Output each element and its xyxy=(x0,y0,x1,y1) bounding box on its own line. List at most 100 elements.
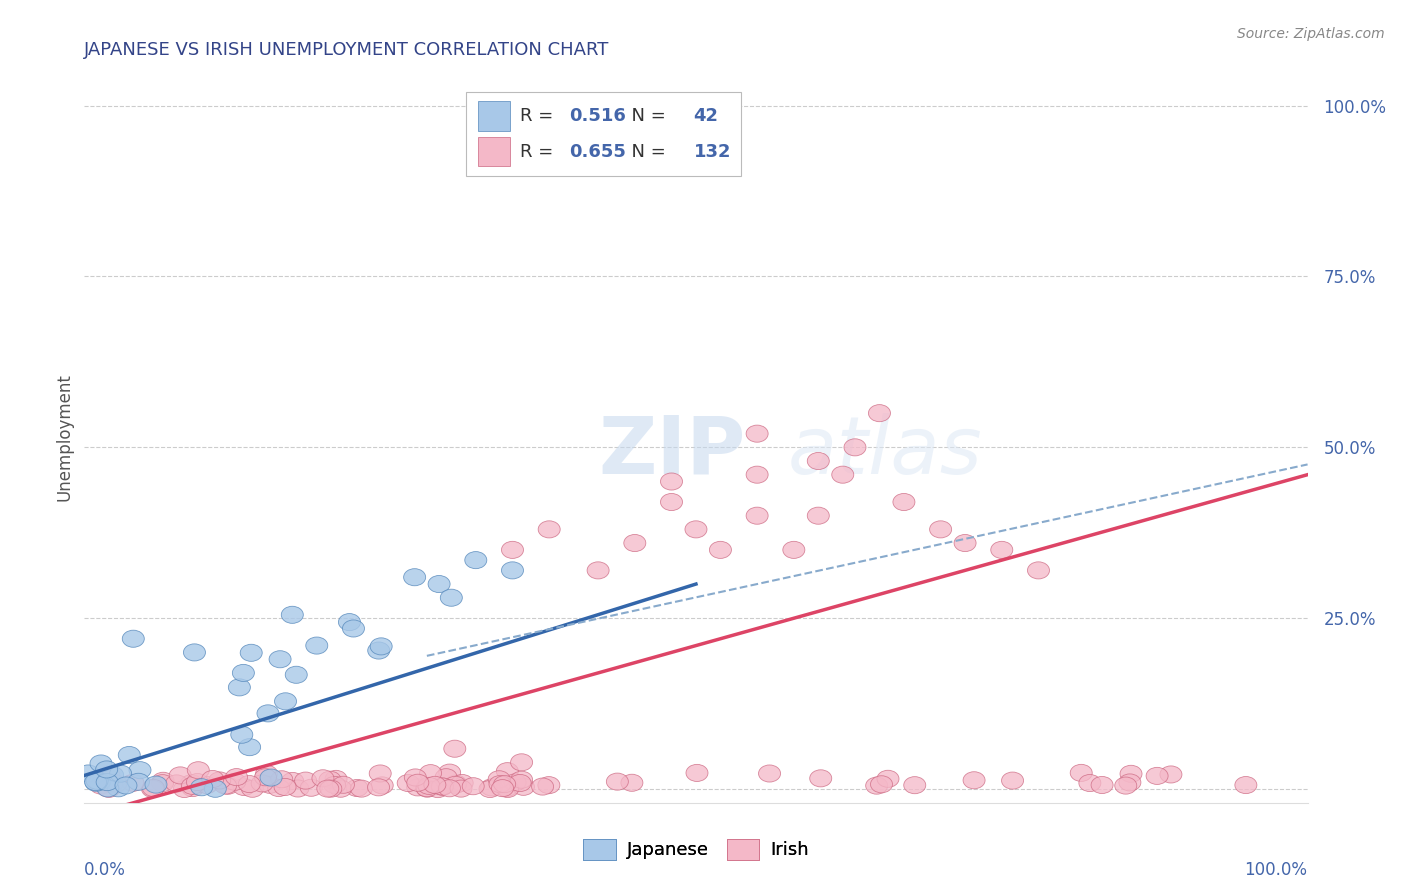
Ellipse shape xyxy=(191,779,212,796)
Ellipse shape xyxy=(418,777,440,795)
Ellipse shape xyxy=(323,776,346,794)
Ellipse shape xyxy=(427,575,450,592)
Ellipse shape xyxy=(439,764,461,781)
Ellipse shape xyxy=(233,779,254,796)
Ellipse shape xyxy=(624,534,645,551)
Ellipse shape xyxy=(257,705,278,722)
Ellipse shape xyxy=(991,541,1012,558)
Ellipse shape xyxy=(1146,767,1168,784)
Ellipse shape xyxy=(195,776,218,794)
Ellipse shape xyxy=(509,774,531,791)
Ellipse shape xyxy=(259,776,281,793)
Ellipse shape xyxy=(271,771,292,788)
Ellipse shape xyxy=(444,775,467,792)
Ellipse shape xyxy=(319,772,342,789)
Ellipse shape xyxy=(343,620,364,637)
Ellipse shape xyxy=(661,473,682,490)
Ellipse shape xyxy=(440,590,463,607)
Ellipse shape xyxy=(181,777,204,795)
Ellipse shape xyxy=(254,769,277,786)
Ellipse shape xyxy=(505,774,526,791)
Ellipse shape xyxy=(122,774,143,791)
Ellipse shape xyxy=(316,780,339,797)
Ellipse shape xyxy=(183,644,205,661)
Ellipse shape xyxy=(661,493,682,510)
Ellipse shape xyxy=(115,777,136,794)
Ellipse shape xyxy=(396,774,419,791)
Ellipse shape xyxy=(350,780,373,797)
Ellipse shape xyxy=(98,780,120,797)
Ellipse shape xyxy=(370,638,392,655)
Legend: Japanese, Irish: Japanese, Irish xyxy=(576,831,815,867)
Ellipse shape xyxy=(152,772,174,789)
Ellipse shape xyxy=(1234,777,1257,794)
Ellipse shape xyxy=(173,780,195,797)
Ellipse shape xyxy=(232,665,254,681)
Ellipse shape xyxy=(531,778,554,795)
Ellipse shape xyxy=(242,780,263,797)
Y-axis label: Unemployment: Unemployment xyxy=(55,373,73,501)
Ellipse shape xyxy=(1115,777,1137,794)
Ellipse shape xyxy=(180,774,202,792)
Ellipse shape xyxy=(844,439,866,456)
Ellipse shape xyxy=(346,780,368,797)
Ellipse shape xyxy=(489,776,510,793)
Ellipse shape xyxy=(747,508,768,524)
Ellipse shape xyxy=(510,772,533,789)
Ellipse shape xyxy=(118,747,141,764)
Ellipse shape xyxy=(228,679,250,696)
Text: JAPANESE VS IRISH UNEMPLOYMENT CORRELATION CHART: JAPANESE VS IRISH UNEMPLOYMENT CORRELATI… xyxy=(84,41,610,59)
Text: 0.516: 0.516 xyxy=(569,107,626,125)
Ellipse shape xyxy=(538,521,560,538)
Ellipse shape xyxy=(295,772,316,789)
Ellipse shape xyxy=(463,778,484,795)
Ellipse shape xyxy=(492,780,513,797)
Ellipse shape xyxy=(404,569,426,586)
Ellipse shape xyxy=(877,771,898,788)
Ellipse shape xyxy=(963,772,986,789)
Ellipse shape xyxy=(110,765,132,782)
Ellipse shape xyxy=(1078,774,1101,791)
Ellipse shape xyxy=(281,607,304,624)
Ellipse shape xyxy=(240,644,263,661)
Ellipse shape xyxy=(89,773,111,790)
Ellipse shape xyxy=(77,765,100,782)
Ellipse shape xyxy=(332,776,354,793)
Ellipse shape xyxy=(427,780,449,797)
Ellipse shape xyxy=(93,769,114,786)
Ellipse shape xyxy=(807,452,830,469)
Ellipse shape xyxy=(370,765,391,782)
Ellipse shape xyxy=(90,777,112,794)
Ellipse shape xyxy=(807,508,830,524)
Ellipse shape xyxy=(238,775,260,793)
Ellipse shape xyxy=(588,562,609,579)
Ellipse shape xyxy=(496,763,519,780)
Ellipse shape xyxy=(368,642,389,659)
Ellipse shape xyxy=(481,779,502,796)
Ellipse shape xyxy=(955,534,976,551)
Ellipse shape xyxy=(502,541,523,558)
Ellipse shape xyxy=(98,766,120,783)
Ellipse shape xyxy=(260,769,283,786)
Ellipse shape xyxy=(488,771,510,788)
Ellipse shape xyxy=(142,780,163,797)
Ellipse shape xyxy=(201,771,224,788)
Ellipse shape xyxy=(538,777,560,794)
FancyBboxPatch shape xyxy=(478,102,510,130)
Ellipse shape xyxy=(423,776,446,793)
Ellipse shape xyxy=(274,779,297,796)
Ellipse shape xyxy=(204,780,226,797)
Text: 0.0%: 0.0% xyxy=(84,862,127,880)
Ellipse shape xyxy=(339,614,360,631)
FancyBboxPatch shape xyxy=(478,137,510,167)
Ellipse shape xyxy=(325,771,347,788)
Ellipse shape xyxy=(904,777,925,794)
Ellipse shape xyxy=(434,769,457,786)
Ellipse shape xyxy=(451,774,474,791)
Ellipse shape xyxy=(747,425,768,442)
Ellipse shape xyxy=(287,780,309,797)
Text: 132: 132 xyxy=(693,143,731,161)
Ellipse shape xyxy=(406,779,429,796)
Ellipse shape xyxy=(1070,764,1092,781)
Ellipse shape xyxy=(269,650,291,668)
